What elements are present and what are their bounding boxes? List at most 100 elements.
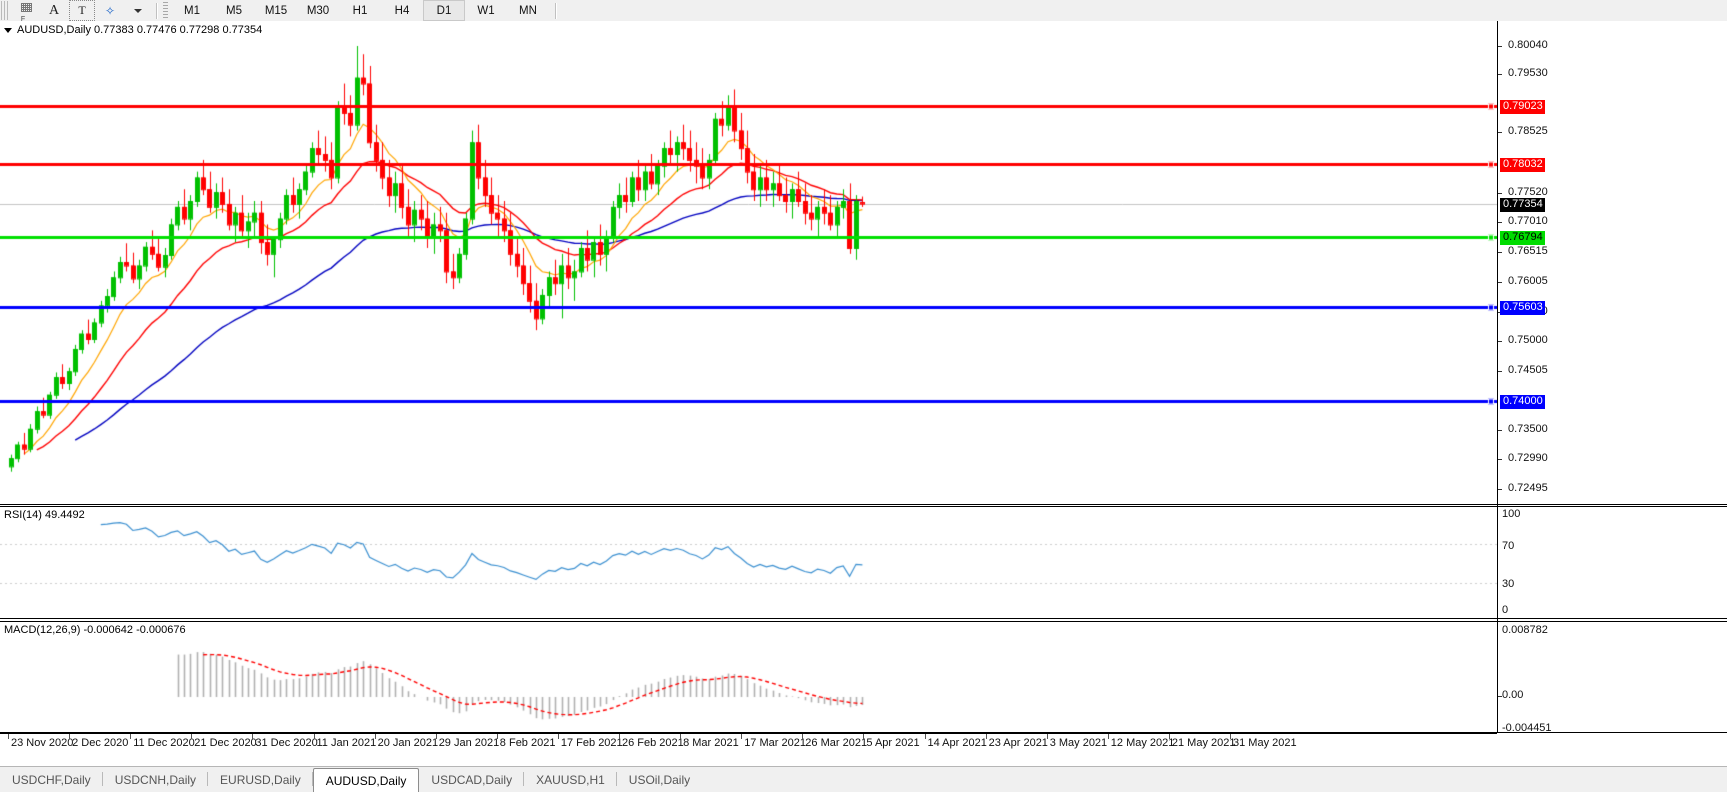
tab-divider — [615, 772, 617, 786]
price-tick-label: 0.75000 — [1508, 334, 1548, 346]
macd-pane[interactable]: MACD(12,26,9) -0.000642 -0.000676 — [0, 621, 1727, 734]
chart-tab-label: USDCHF,Daily — [12, 772, 91, 787]
date-tick — [130, 734, 132, 739]
price-level-tag-0.76794[interactable]: 0.76794 — [1500, 230, 1545, 245]
date-tick — [619, 734, 620, 739]
collapse-arrow-icon[interactable] — [4, 27, 12, 33]
date-tick — [1046, 734, 1048, 739]
date-tick-label: 8 Feb 2021 — [499, 737, 556, 749]
macd-chart-canvas[interactable] — [0, 622, 1497, 734]
price-level-tag-0.78032[interactable]: 0.78032 — [1500, 157, 1545, 172]
chart-tab-label: AUDUSD,Daily — [325, 773, 407, 788]
rsi-pane[interactable]: RSI(14) 49.4492 — [0, 506, 1727, 620]
date-tick-label: 26 Mar 2021 — [805, 737, 868, 749]
price-tick — [1498, 489, 1502, 490]
date-tick-label: 8 Mar 2021 — [683, 737, 739, 749]
date-tick — [924, 734, 926, 739]
chart-tab-usdcad-daily[interactable]: USDCAD,Daily — [419, 769, 525, 790]
chart-tab-label: EURUSD,Daily — [220, 772, 301, 787]
toolbar-separator-2 — [555, 2, 557, 19]
price-tick-label: 0.72495 — [1508, 482, 1548, 494]
price-tick-label: 0.78525 — [1508, 125, 1548, 137]
chart-tab-usdchf-daily[interactable]: USDCHF,Daily — [0, 769, 103, 790]
tab-divider — [101, 772, 103, 786]
price-tick-label: 0.79530 — [1508, 67, 1548, 79]
price-tick — [1498, 430, 1502, 431]
date-tick — [863, 734, 865, 739]
timeframe-h4[interactable]: H4 — [394, 4, 410, 17]
timeframe-m5[interactable]: M5 — [226, 4, 242, 17]
chart-canvas-area[interactable]: AUDUSD,Daily 0.77383 0.77476 0.77298 0.7… — [0, 21, 1727, 766]
chevron-down-icon[interactable] — [125, 0, 151, 21]
macd-label: MACD(12,26,9) -0.000642 -0.000676 — [4, 624, 186, 636]
price-tick — [1498, 252, 1502, 253]
price-pane[interactable] — [0, 32, 1727, 505]
price-level-tag-0.74000[interactable]: 0.74000 — [1500, 394, 1545, 409]
price-tick — [1498, 222, 1502, 223]
chart-tab-usoil-daily[interactable]: USOil,Daily — [617, 769, 702, 790]
chart-tab-label: XAUUSD,H1 — [536, 772, 605, 787]
macd-tick-label: 0.00 — [1502, 689, 1524, 701]
rsi-label: RSI(14) 49.4492 — [4, 509, 85, 521]
rsi-chart-canvas[interactable] — [0, 507, 1497, 620]
date-tick-label: 11 Dec 2020 — [133, 737, 195, 749]
date-tick — [1230, 734, 1231, 739]
date-tick — [313, 734, 315, 739]
crosshair-icon-caption: F — [20, 15, 26, 23]
date-tick — [496, 734, 498, 739]
price-axis[interactable]: 0.80040 0.79530 0.78525 0.77520 0.77010 0.765… — [1498, 21, 1727, 734]
price-level-tag-0.77354[interactable]: 0.77354 — [1500, 197, 1545, 212]
price-tick-label: 0.80040 — [1508, 39, 1548, 51]
timeframe-d1[interactable]: D1 — [423, 0, 465, 21]
timeframe-h1[interactable]: H1 — [352, 4, 368, 17]
toolbar-drag-grip[interactable] — [1, 1, 10, 20]
chart-tab-usdcnh-daily[interactable]: USDCNH,Daily — [103, 769, 209, 790]
date-tick — [741, 734, 743, 739]
date-tick-label: 29 Jan 2021 — [438, 737, 500, 749]
price-level-tag-0.79023[interactable]: 0.79023 — [1500, 99, 1545, 114]
price-axis-line — [1497, 21, 1498, 733]
price-chart-canvas[interactable] — [0, 32, 1497, 505]
chart-tab-bar[interactable]: USDCHF,Daily USDCNH,Daily EURUSD,Daily AUDU… — [0, 766, 1727, 792]
date-tick — [802, 734, 804, 739]
price-tick-label: 0.77010 — [1508, 215, 1548, 227]
price-level-tag-0.75603[interactable]: 0.75603 — [1500, 300, 1545, 315]
objects-icon[interactable]: ✧ — [104, 3, 116, 18]
price-tick — [1498, 74, 1502, 75]
rsi-tick-label: 0 — [1502, 604, 1509, 616]
date-tick-label: 11 Jan 2021 — [316, 737, 377, 749]
date-tick-label: 14 Apr 2021 — [927, 737, 987, 749]
label-tool-icon[interactable]: T — [69, 0, 95, 21]
date-tick-label: 21 Dec 2020 — [194, 737, 257, 749]
date-tick-label: 31 Dec 2020 — [255, 737, 318, 749]
chart-tab-audusd-daily[interactable]: AUDUSD,Daily — [312, 768, 420, 792]
price-tick — [1498, 46, 1502, 47]
chart-tab-label: USOil,Daily — [628, 772, 691, 787]
date-tick-label: 3 May 2021 — [1049, 737, 1108, 749]
chart-tab-xauusd-h1[interactable]: XAUUSD,H1 — [524, 769, 617, 790]
macd-tick — [1498, 696, 1502, 697]
timeframe-m1[interactable]: M1 — [184, 4, 200, 17]
crosshair-icon[interactable]: F — [13, 0, 39, 23]
text-tool-icon[interactable]: A — [48, 2, 60, 18]
date-tick-label: 31 May 2021 — [1233, 737, 1297, 749]
date-tick — [435, 734, 437, 739]
symbol-info-bar: AUDUSD,Daily 0.77383 0.77476 0.77298 0.7… — [0, 22, 262, 38]
chart-toolbar: F A T ✧ M1 M5 M15 M30 H1 H4 D1 W1 MN — [0, 0, 1727, 23]
timeframe-m30[interactable]: M30 — [306, 4, 330, 17]
date-tick — [680, 734, 682, 739]
timeframe-drag-grip[interactable] — [163, 2, 168, 19]
timeframe-mn[interactable]: MN — [519, 4, 537, 17]
price-tick-label: 0.76515 — [1508, 245, 1548, 257]
price-tick — [1498, 371, 1502, 372]
timeframe-m15[interactable]: M15 — [264, 4, 288, 17]
chart-tab-eurusd-daily[interactable]: EURUSD,Daily — [208, 769, 313, 790]
date-tick — [69, 734, 71, 739]
price-tick-label: 0.77520 — [1508, 186, 1548, 198]
tab-divider — [311, 772, 313, 786]
rsi-tick-label: 70 — [1502, 540, 1515, 552]
timeframe-w1[interactable]: W1 — [477, 4, 495, 17]
rsi-tick-label: 100 — [1502, 508, 1521, 520]
toolbar-separator — [156, 2, 158, 19]
date-tick-label: 5 Apr 2021 — [866, 737, 920, 749]
